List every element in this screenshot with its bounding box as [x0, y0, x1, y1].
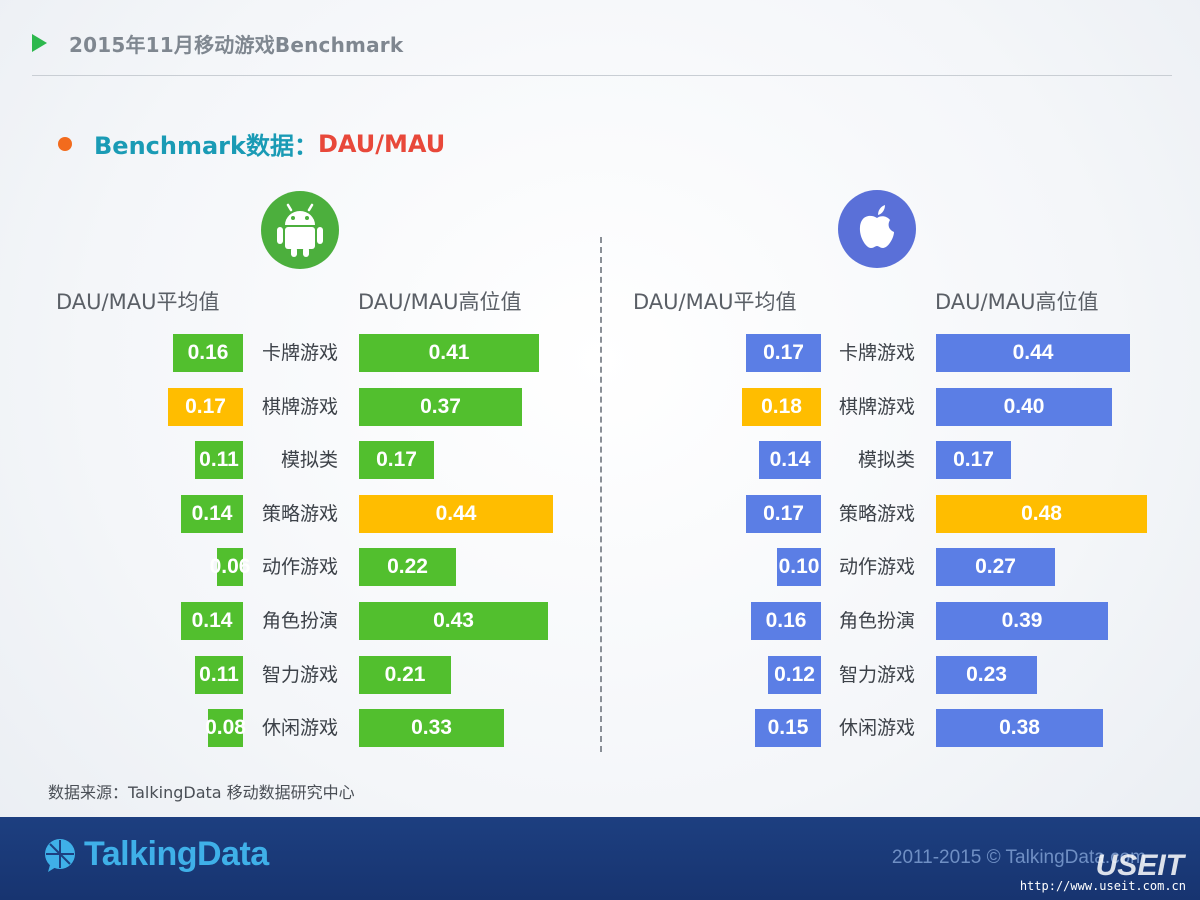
android-glyph	[277, 203, 323, 257]
android-category-label: 模拟类	[280, 449, 338, 471]
ios-category-label: 角色扮演	[838, 610, 915, 632]
ios-avg-bar: 0.17	[746, 334, 821, 372]
android-category-label: 卡牌游戏	[261, 342, 338, 364]
header-divider	[32, 75, 1172, 76]
android-high-bar: 0.33	[359, 709, 504, 747]
android-high-header: DAU/MAU高位值	[358, 290, 522, 314]
ios-category-label: 动作游戏	[838, 556, 915, 578]
android-high-bar: 0.21	[359, 656, 451, 694]
ios-high-header: DAU/MAU高位值	[935, 290, 1099, 314]
watermark-url: http://www.useit.com.cn	[1019, 879, 1186, 893]
ios-avg-bar: 0.16	[751, 602, 821, 640]
android-icon	[261, 191, 339, 269]
android-avg-bar: 0.11	[195, 441, 243, 479]
android-avg-bar: 0.14	[181, 495, 243, 533]
ios-category-label: 策略游戏	[838, 503, 915, 525]
ios-avg-bar: 0.17	[746, 495, 821, 533]
android-avg-bar: 0.08	[205, 709, 246, 747]
ios-avg-bar: 0.12	[768, 656, 821, 694]
section-label: Benchmark数据：	[94, 132, 318, 160]
android-high-bar: 0.41	[359, 334, 539, 372]
slide-title: 2015年11月移动游戏Benchmark	[69, 32, 404, 57]
talkingdata-logo-text: TalkingData	[84, 835, 269, 873]
android-category-label: 角色扮演	[261, 610, 338, 632]
ios-avg-bar: 0.15	[755, 709, 821, 747]
android-avg-bar: 0.11	[195, 656, 243, 694]
ios-high-bar: 0.17	[936, 441, 1011, 479]
android-category-label: 休闲游戏	[261, 717, 338, 739]
android-avg-bar: 0.14	[181, 602, 243, 640]
ios-category-label: 棋牌游戏	[838, 396, 915, 418]
android-high-bar: 0.37	[359, 388, 522, 426]
android-category-label: 智力游戏	[261, 664, 338, 686]
apple-glyph	[859, 205, 894, 248]
android-avg-bar: 0.06	[210, 548, 250, 586]
section-metric: DAU/MAU	[317, 129, 446, 158]
android-category-label: 动作游戏	[261, 556, 338, 578]
bullet-dot-icon	[58, 136, 72, 151]
data-source-note: 数据来源：TalkingData 移动数据研究中心	[48, 783, 355, 802]
android-avg-bar: 0.17	[168, 388, 243, 426]
android-high-bar: 0.43	[359, 602, 548, 640]
ios-category-label: 智力游戏	[838, 664, 915, 686]
ios-high-bar: 0.40	[936, 388, 1112, 426]
ios-avg-bar: 0.10	[777, 548, 821, 586]
platform-divider	[600, 237, 602, 752]
footer-bar: TalkingData 2011-2015 © TalkingData.com …	[0, 817, 1200, 900]
ios-avg-bar: 0.18	[742, 388, 821, 426]
ios-category-label: 休闲游戏	[838, 717, 915, 739]
ios-high-bar: 0.39	[936, 602, 1108, 640]
copyright-text: 2011-2015 © TalkingData.com	[891, 847, 1146, 868]
ios-high-bar: 0.38	[936, 709, 1103, 747]
ios-avg-header: DAU/MAU平均值	[633, 290, 797, 314]
android-avg-header: DAU/MAU平均值	[56, 290, 220, 314]
ios-category-label: 卡牌游戏	[838, 342, 915, 364]
ios-high-bar: 0.48	[936, 495, 1147, 533]
android-high-bar: 0.17	[359, 441, 434, 479]
android-category-label: 棋牌游戏	[261, 396, 338, 418]
section-heading: Benchmark数据： DAU/MAU	[58, 126, 445, 161]
android-high-bar: 0.22	[359, 548, 456, 586]
android-avg-bar: 0.16	[173, 334, 243, 372]
slide-header: 2015年11月移动游戏Benchmark	[32, 26, 403, 60]
android-category-label: 策略游戏	[261, 503, 338, 525]
android-high-bar: 0.44	[359, 495, 553, 533]
ios-avg-bar: 0.14	[759, 441, 821, 479]
ios-category-label: 模拟类	[857, 449, 915, 471]
ios-high-bar: 0.23	[936, 656, 1037, 694]
talkingdata-logo-icon	[45, 839, 75, 872]
play-arrow-icon	[32, 34, 47, 52]
watermark-logo: USEIT	[1095, 849, 1184, 882]
ios-high-bar: 0.44	[936, 334, 1130, 372]
ios-high-bar: 0.27	[936, 548, 1055, 586]
apple-icon	[838, 190, 916, 268]
